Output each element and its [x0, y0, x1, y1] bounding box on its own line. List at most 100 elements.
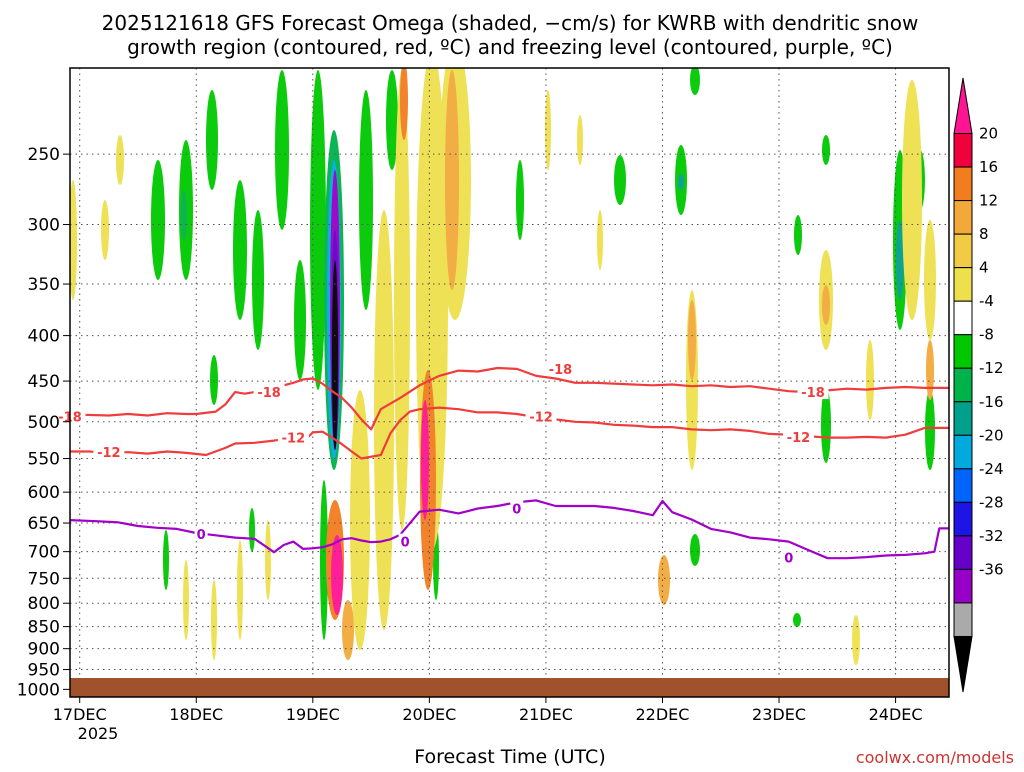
colorbar-segment	[953, 568, 973, 604]
ground-layer	[70, 678, 949, 697]
colorbar-label: 12	[979, 192, 998, 210]
x-tick-label: 20DEC	[402, 705, 456, 724]
contour-label: -12	[529, 410, 553, 425]
y-tick-label: 650	[28, 514, 60, 534]
colorbar-label: -8	[979, 326, 994, 344]
omega-cell	[237, 540, 243, 640]
colorbar-segment	[953, 200, 973, 235]
omega-cell	[332, 260, 338, 450]
contour-label: 0	[512, 503, 521, 518]
contour-label-bg	[797, 384, 829, 400]
contour-label-bg	[277, 429, 309, 445]
omega-cell	[70, 180, 77, 300]
contour-label-bg	[782, 549, 796, 565]
omega-cell	[252, 210, 264, 350]
omega-cell	[294, 260, 306, 380]
omega-cell	[690, 534, 700, 566]
contour-label-bg	[93, 444, 125, 460]
y-tick-label: 1000	[17, 680, 60, 700]
contour-label: 0	[197, 528, 206, 543]
contour-line-0	[70, 366, 949, 431]
omega-cell	[163, 530, 169, 590]
omega-cell	[597, 210, 603, 270]
omega-cell	[658, 555, 670, 605]
chart-subtitle: growth region (contoured, red, ºC) and f…	[127, 35, 893, 59]
omega-cell	[852, 615, 860, 665]
x-axis-title: Forecast Time (UTC)	[414, 746, 605, 768]
omega-cell	[793, 613, 801, 627]
x-tick-label: 18DEC	[169, 705, 223, 724]
omega-cell	[116, 135, 124, 185]
colorbar-label: 8	[979, 225, 989, 243]
omega-cell	[924, 220, 936, 340]
y-tick-label: 950	[28, 661, 60, 681]
x-tick-label: 23DEC	[752, 705, 806, 724]
y-tick-label: 250	[28, 145, 60, 165]
contour-label: 0	[784, 552, 793, 567]
omega-shading	[70, 68, 936, 665]
x-tick-label: 17DEC	[53, 705, 107, 724]
contour-label-bg	[782, 428, 814, 444]
y-tick-label: 900	[28, 640, 60, 660]
contour-lines	[70, 366, 949, 560]
colorbar-label: -36	[979, 560, 1004, 578]
plot-area: -18-18-18-18-12-12-12-120 000	[54, 67, 950, 698]
omega-cell	[577, 115, 583, 165]
colorbar-label: -4	[979, 292, 994, 310]
x-axis-year-label: 2025	[78, 724, 119, 743]
omega-cell	[210, 355, 218, 405]
omega-cell	[400, 68, 408, 140]
omega-cell	[183, 560, 189, 640]
contour-line-2	[70, 499, 949, 560]
contour-label: 0	[401, 536, 410, 551]
omega-cell	[350, 390, 370, 650]
colorbar-cap-top	[953, 77, 973, 135]
x-tick-label: 22DEC	[635, 705, 689, 724]
contour-label: -18	[549, 363, 573, 378]
colorbar-cap-bottom	[953, 635, 973, 693]
y-tick-label: 800	[28, 594, 60, 614]
omega-cell	[690, 68, 700, 95]
colorbar-segment	[953, 166, 973, 202]
omega-cell	[925, 390, 935, 470]
omega-cell	[374, 210, 394, 630]
omega-cell	[545, 90, 551, 170]
y-tick-label: 850	[28, 618, 60, 638]
y-tick-label: 500	[28, 413, 60, 433]
omega-cell	[310, 70, 326, 390]
colorbar-segment	[953, 468, 973, 503]
omega-cell	[822, 285, 830, 325]
omega-cell	[331, 535, 343, 615]
omega-cell	[794, 215, 802, 255]
colorbar-label: -16	[979, 393, 1004, 411]
colorbar-segment	[953, 233, 973, 269]
omega-cell	[866, 340, 874, 420]
contour-label: -18	[801, 386, 825, 401]
omega-cell	[394, 70, 410, 530]
colorbar-label: 4	[979, 259, 989, 277]
omega-cell	[822, 135, 830, 165]
omega-cell	[386, 70, 398, 170]
contour-label-bg	[544, 360, 576, 376]
x-tick-label: 21DEC	[519, 705, 573, 724]
colorbar-segment	[953, 602, 973, 637]
colorbar-segment	[953, 535, 973, 570]
omega-cell	[688, 300, 696, 380]
y-tick-label: 350	[28, 275, 60, 295]
credit-text: coolwx.com/models	[856, 748, 1014, 767]
colorbar-segment	[953, 367, 973, 403]
omega-cell	[181, 190, 187, 240]
x-tick-label: 24DEC	[869, 705, 923, 724]
colorbar-segment	[953, 133, 973, 168]
colorbar-label: 20	[979, 125, 998, 143]
omega-cell	[151, 160, 165, 280]
y-tick-label: 550	[28, 450, 60, 470]
omega-cell	[902, 80, 922, 320]
y-tick-label: 300	[28, 216, 60, 236]
y-tick-label: 400	[28, 327, 60, 347]
omega-cell	[614, 155, 626, 205]
colorbar: 20 16 12 8 4 -4 -8 -12 -16 -20 -24 -28 -32 -36	[953, 77, 1004, 693]
omega-cell	[821, 387, 831, 463]
omega-cell	[678, 174, 684, 190]
